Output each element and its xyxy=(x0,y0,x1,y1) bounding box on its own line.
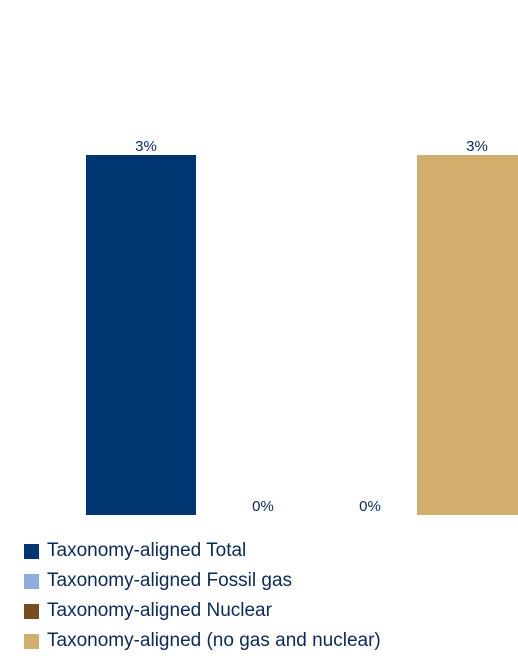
legend-label: Taxonomy-aligned Total xyxy=(47,540,247,561)
legend-swatch xyxy=(24,573,39,589)
legend-label: Taxonomy-aligned Fossil gas xyxy=(47,570,293,591)
legend-item-no-gas-nuclear: Taxonomy-aligned (no gas and nuclear) xyxy=(24,626,381,656)
data-label-2: 0% xyxy=(252,498,274,515)
legend-label: Taxonomy-aligned Nuclear xyxy=(47,600,272,621)
legend-label: Taxonomy-aligned (no gas and nuclear) xyxy=(47,630,381,651)
legend-swatch xyxy=(24,633,39,649)
bar-4 xyxy=(417,155,518,515)
legend-swatch xyxy=(24,543,39,559)
legend-item-nuclear: Taxonomy-aligned Nuclear xyxy=(24,596,381,626)
data-label-1: 3% xyxy=(135,138,157,155)
legend-item-fossil-gas: Taxonomy-aligned Fossil gas xyxy=(24,566,381,596)
chart-legend: Taxonomy-aligned Total Taxonomy-aligned … xyxy=(24,536,381,656)
bar-1 xyxy=(86,155,196,515)
data-label-3: 0% xyxy=(359,498,381,515)
legend-swatch xyxy=(24,603,39,619)
legend-item-total: Taxonomy-aligned Total xyxy=(24,536,381,566)
data-label-4: 3% xyxy=(466,138,488,155)
bar-chart: 3% 0% 0% 3% xyxy=(86,138,518,515)
